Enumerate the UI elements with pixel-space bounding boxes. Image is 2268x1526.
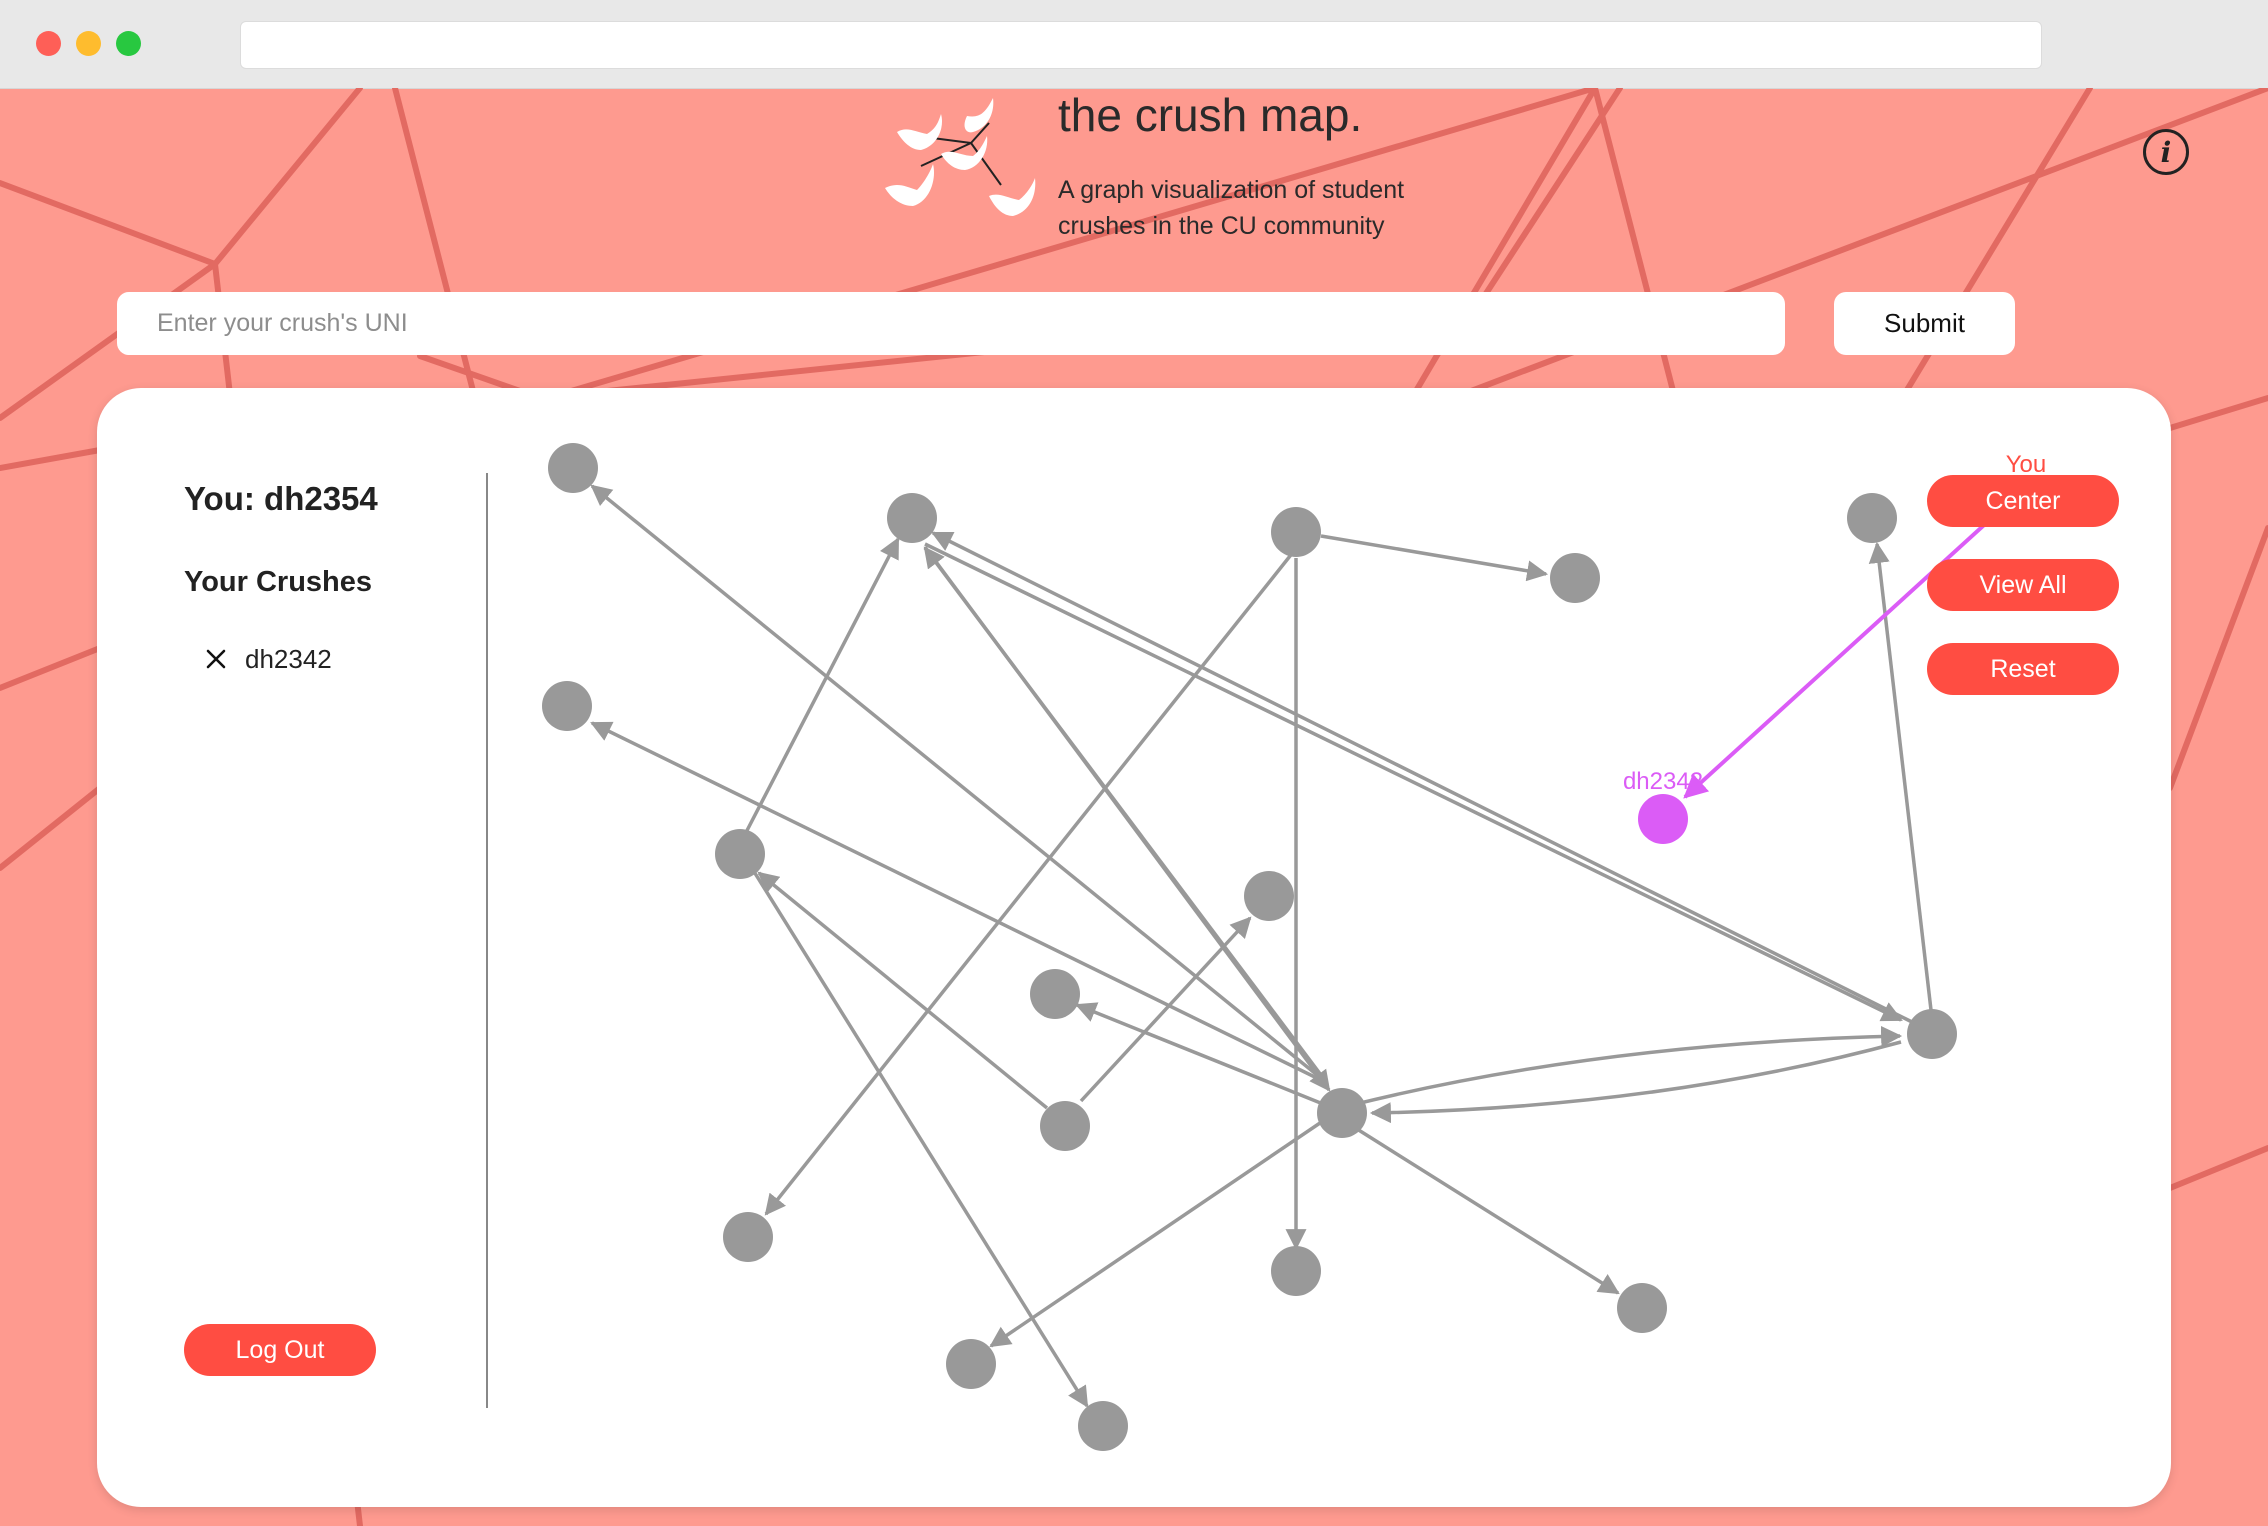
app-subtitle: A graph visualization of student crushes… xyxy=(1058,176,1405,240)
crush-uni-text: dh2342 xyxy=(245,643,332,674)
graph-edge xyxy=(1075,1002,1324,1106)
graph-edge xyxy=(757,871,1049,1110)
crush-list-item: dh2342 xyxy=(201,641,332,677)
window-maximize-button[interactable] xyxy=(116,31,141,56)
graph-edge xyxy=(590,721,1328,1085)
crush-node[interactable] xyxy=(1638,794,1688,844)
graph-edge xyxy=(1369,1040,1902,1124)
graph-node[interactable] xyxy=(1271,507,1321,557)
view-all-button[interactable]: View All xyxy=(1927,559,2119,611)
crushes-heading: Your Crushes xyxy=(184,566,373,598)
graph-edge xyxy=(931,531,1913,1024)
graph-node[interactable] xyxy=(1040,1101,1090,1151)
center-button[interactable]: Center xyxy=(1927,475,2119,527)
main-panel: dh2342 You You: dh2354 Your Crushes dh23… xyxy=(97,388,2171,1507)
remove-crush-icon[interactable] xyxy=(201,644,231,674)
app-title: the crush map. xyxy=(1058,89,1363,141)
crush-uni-input[interactable] xyxy=(117,292,1785,355)
graph-edge xyxy=(751,869,1089,1408)
graph-edge xyxy=(1351,1025,1903,1107)
graph-edge xyxy=(590,484,1329,1085)
graph-node[interactable] xyxy=(1271,1246,1321,1296)
info-icon[interactable]: i xyxy=(2143,129,2189,175)
address-bar[interactable] xyxy=(240,21,2042,69)
you-node-label: You xyxy=(2006,451,2047,478)
graph-node[interactable] xyxy=(1847,493,1897,543)
graph-node[interactable] xyxy=(723,1212,773,1262)
graph-node[interactable] xyxy=(1907,1009,1957,1059)
window-minimize-button[interactable] xyxy=(76,31,101,56)
reset-button[interactable]: Reset xyxy=(1927,643,2119,695)
current-user-label: You: dh2354 xyxy=(184,480,378,517)
submit-button[interactable]: Submit xyxy=(1834,292,2015,355)
graph-edge xyxy=(924,542,1903,1022)
graph-node[interactable] xyxy=(1617,1283,1667,1333)
logout-button[interactable]: Log Out xyxy=(184,1324,376,1376)
graph-node[interactable] xyxy=(1030,969,1080,1019)
browser-chrome xyxy=(0,0,2268,89)
graph-node[interactable] xyxy=(887,493,937,543)
highlight-edge xyxy=(1683,504,2007,799)
graph-node[interactable] xyxy=(715,829,765,879)
graph-edge xyxy=(764,549,1296,1216)
graph-edge xyxy=(1356,1127,1620,1295)
graph-edge xyxy=(738,537,900,845)
graph-node[interactable] xyxy=(1078,1401,1128,1451)
graph-node[interactable] xyxy=(548,443,598,493)
graph-edge xyxy=(1320,534,1549,582)
graph-node[interactable] xyxy=(1550,553,1600,603)
graph-node[interactable] xyxy=(1244,871,1294,921)
window-close-button[interactable] xyxy=(36,31,61,56)
crush-node-label: dh2342 xyxy=(1623,768,1703,795)
graph-node[interactable] xyxy=(1317,1088,1367,1138)
crush-map-logo-icon xyxy=(885,98,1036,216)
crush-graph[interactable]: dh2342 You xyxy=(97,388,2171,1507)
graph-node[interactable] xyxy=(946,1339,996,1389)
graph-node[interactable] xyxy=(542,681,592,731)
sidebar-divider xyxy=(486,473,488,1408)
graph-edge xyxy=(1868,541,1933,1011)
graph-edge xyxy=(1079,916,1252,1103)
graph-edge xyxy=(923,545,1331,1092)
graph-edge xyxy=(989,1121,1321,1348)
